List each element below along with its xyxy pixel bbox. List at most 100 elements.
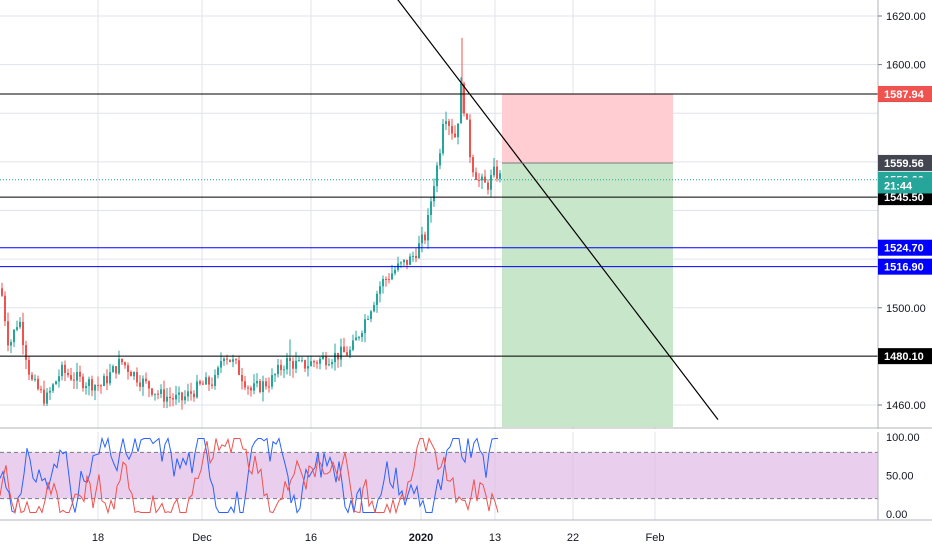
candle — [136, 367, 138, 387]
candle — [292, 357, 294, 378]
candle-body — [268, 386, 270, 388]
price-badge-label: 1587.94 — [884, 89, 925, 101]
candle-body — [379, 286, 381, 294]
candle — [439, 148, 441, 170]
candle — [376, 290, 378, 313]
candle — [31, 371, 33, 382]
oscillator-tick-label: 100.00 — [886, 432, 920, 444]
candle — [202, 380, 204, 385]
candle — [283, 365, 285, 379]
candle-body — [175, 394, 177, 400]
candle — [100, 384, 102, 394]
candle-body — [259, 380, 261, 393]
candle-body — [286, 358, 288, 370]
price-badge: 1559.56 — [878, 154, 932, 171]
candle-body — [307, 366, 309, 369]
oscillator-tick-label: 50.00 — [886, 471, 914, 483]
candle-body — [136, 372, 138, 383]
candle — [373, 301, 375, 313]
candle — [142, 375, 144, 396]
candle-body — [472, 157, 474, 173]
candle-body — [403, 259, 405, 263]
candle-body — [94, 384, 96, 391]
price-badge-label: 1545.50 — [884, 192, 924, 204]
candle-body — [343, 346, 345, 353]
candle-body — [349, 349, 351, 356]
candle-body — [196, 381, 198, 398]
candle-body — [148, 381, 150, 389]
candle-body — [34, 378, 36, 380]
candle-body — [493, 166, 495, 176]
candle — [37, 375, 39, 391]
stop-loss-zone[interactable] — [502, 93, 673, 163]
candle — [118, 350, 120, 375]
candle — [265, 377, 267, 390]
candle — [442, 119, 444, 156]
time-axis[interactable]: 18 Dec 16 2020 13 22 Feb — [0, 519, 932, 544]
candle — [256, 373, 258, 388]
candle-body — [298, 360, 300, 362]
candle — [367, 315, 369, 321]
candle-body — [253, 383, 255, 391]
candle-body — [157, 393, 159, 395]
candle — [259, 378, 261, 394]
candle-body — [178, 392, 180, 395]
candle-body — [229, 359, 231, 362]
candle-body — [469, 119, 471, 158]
candle — [409, 253, 411, 266]
candle — [112, 364, 114, 373]
price-badge-bg — [878, 154, 932, 171]
candle-body — [37, 378, 39, 390]
candle-body — [358, 337, 360, 339]
candle — [46, 388, 48, 406]
candle — [82, 373, 84, 392]
candle-body — [64, 364, 66, 373]
candles — [1, 37, 501, 410]
candle — [472, 154, 474, 177]
candle-body — [319, 358, 321, 364]
price-badge-label: 1524.70 — [884, 243, 924, 255]
candle — [301, 356, 303, 363]
candle-body — [61, 364, 63, 377]
candle — [394, 265, 396, 276]
candle — [76, 362, 78, 390]
trendline[interactable] — [362, 0, 719, 420]
candle-body — [103, 376, 105, 387]
candle — [475, 167, 477, 181]
candle — [481, 173, 483, 189]
candle — [184, 390, 186, 405]
candle — [97, 376, 99, 392]
candle — [220, 352, 222, 374]
candle-body — [166, 396, 168, 402]
candle-body — [274, 374, 276, 376]
candle-body — [58, 376, 60, 382]
candle-body — [145, 378, 147, 382]
candle — [277, 358, 279, 378]
candle — [355, 330, 357, 341]
candle-body — [142, 378, 144, 387]
candle-body — [220, 361, 222, 368]
candle — [343, 337, 345, 353]
candle-body — [370, 311, 372, 319]
candle-body — [328, 364, 330, 366]
candle-body — [367, 318, 369, 320]
candle — [253, 374, 255, 395]
candle — [172, 393, 174, 407]
candle — [166, 387, 168, 409]
candle — [298, 355, 300, 362]
candle — [214, 369, 216, 390]
candle — [385, 276, 387, 287]
candle — [241, 367, 243, 390]
candle-body — [67, 372, 69, 376]
candle-body — [352, 340, 354, 350]
candle — [22, 312, 24, 355]
take-profit-zone[interactable] — [502, 162, 673, 427]
candle-body — [451, 125, 453, 134]
candle — [280, 359, 282, 376]
candle — [28, 355, 30, 381]
horizontal-levels[interactable] — [0, 93, 878, 357]
candle-body — [301, 360, 303, 362]
candle — [469, 114, 471, 164]
candle-body — [121, 358, 123, 363]
